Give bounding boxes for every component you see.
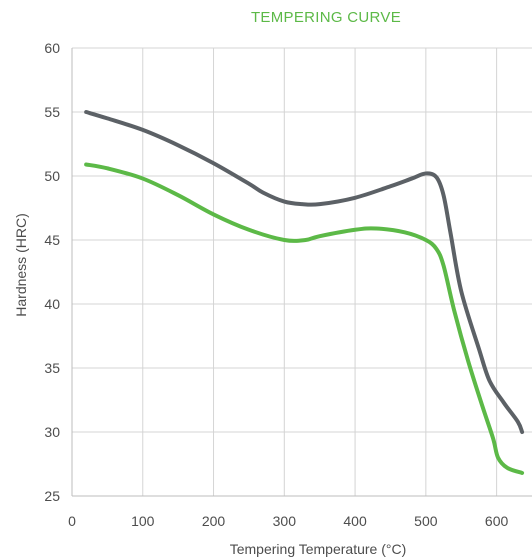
x-axis-label: Tempering Temperature (°C) [230, 541, 407, 557]
x-tick-label: 200 [202, 513, 226, 529]
series-layer [84, 110, 525, 475]
y-tick-label: 55 [44, 104, 60, 120]
x-tick-label: 0 [68, 513, 76, 529]
chart-title: TEMPERING CURVE [251, 9, 401, 26]
x-tick-label: 100 [131, 513, 155, 529]
gridlines [72, 47, 532, 496]
series-line-1 [84, 162, 525, 475]
y-tick-label: 35 [44, 360, 60, 376]
x-tick-label: 500 [414, 513, 438, 529]
y-tick-label: 25 [44, 488, 60, 504]
y-tick-label: 60 [44, 40, 60, 56]
y-tick-labels: 25 30 35 40 45 50 55 60 [44, 40, 60, 504]
y-tick-label: 30 [44, 424, 60, 440]
x-tick-labels: 0 100 200 300 400 500 600 [68, 513, 508, 529]
x-tick-label: 300 [273, 513, 297, 529]
y-axis-label: Hardness (HRC) [13, 213, 29, 316]
x-tick-label: 600 [485, 513, 509, 529]
y-tick-label: 40 [44, 296, 60, 312]
y-tick-label: 45 [44, 232, 60, 248]
x-tick-label: 400 [343, 513, 367, 529]
y-tick-label: 50 [44, 168, 60, 184]
series-line-0 [84, 110, 525, 434]
